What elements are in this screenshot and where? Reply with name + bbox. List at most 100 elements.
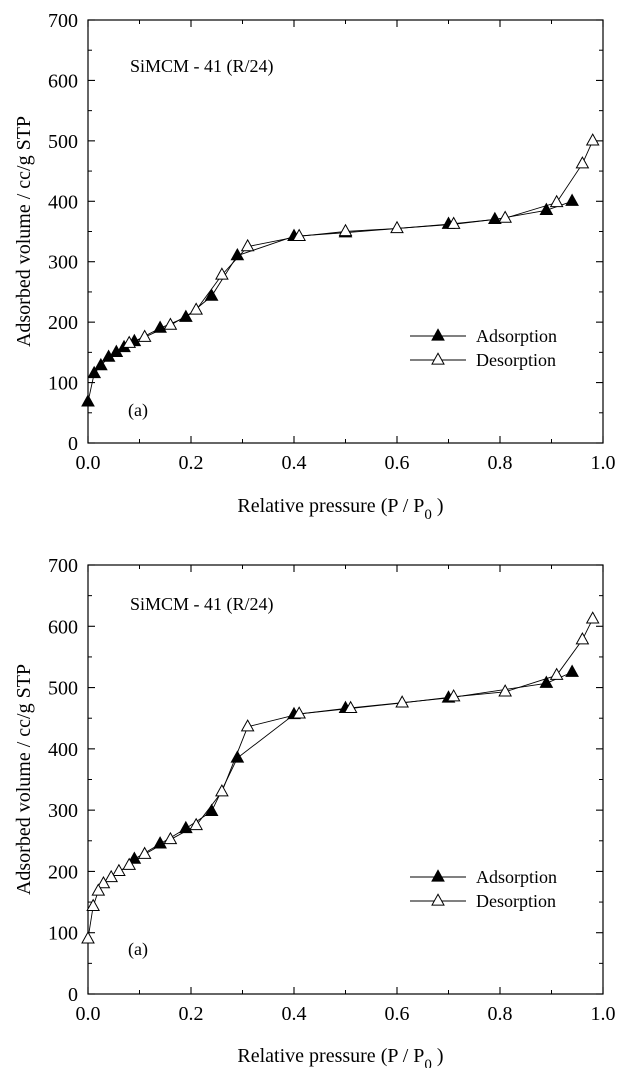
series-adsorption: Adsorption: [127, 664, 579, 887]
desorption-point: [446, 216, 461, 229]
legend-label-adsorption: Adsorption: [476, 326, 557, 346]
x-tick-label: 0.2: [179, 452, 204, 474]
adsorption-point: [488, 211, 502, 225]
desorption-point: [549, 667, 564, 680]
x-tick-label: 0.6: [385, 452, 410, 474]
adsorption-line: [87, 200, 573, 403]
x-axis-label: Relative pressure (P / P0 ): [237, 1045, 443, 1068]
adsorption-point: [204, 288, 219, 301]
legend-marker-adsorption: [431, 328, 445, 341]
y-tick-label: 500: [48, 678, 78, 700]
desorption-point: [498, 684, 512, 697]
x-axis-label-main: Relative pressure (P / P: [237, 495, 424, 517]
desorption-point: [86, 898, 100, 911]
sample-annotation: SiMCM - 41 (R/24): [130, 594, 274, 615]
chart-panel-2: 0.0 0.2 0.4 0.6 0.8 1.0 0 100 200 300 400 500 600 700…: [13, 555, 616, 1068]
x-tick-label: 0.6: [385, 1003, 410, 1025]
desorption-point: [163, 317, 178, 330]
y-tick-label: 300: [48, 252, 78, 274]
x-axis-label-end: ): [432, 495, 444, 517]
desorption-point: [390, 220, 404, 234]
chart-panel-1: 0.0 0.2 0.4 0.6 0.8 1.0 0 100 200 300 400 500 600 700…: [13, 10, 616, 523]
adsorption-point: [153, 320, 167, 333]
y-tick-label: 200: [48, 312, 78, 334]
desorption-point: [585, 133, 600, 146]
desorption-point: [215, 267, 229, 280]
desorption-point: [215, 784, 229, 797]
desorption-point: [292, 228, 306, 241]
y-axis-label: Adsorbed volume / cc/g STP: [13, 664, 35, 895]
desorption-point: [549, 194, 564, 208]
desorption-point: [446, 689, 461, 702]
desorption-point: [189, 817, 203, 831]
adsorption-point: [204, 803, 219, 816]
adsorption-point: [153, 836, 167, 849]
adsorption-point: [127, 851, 142, 864]
desorption-point: [189, 302, 203, 315]
legend-marker-desorption: [431, 893, 445, 906]
adsorption-point: [87, 365, 102, 379]
x-tick-label: 0.4: [282, 452, 307, 474]
y-tick-label: 200: [48, 861, 78, 883]
adsorption-point: [539, 202, 554, 215]
adsorption-point: [539, 675, 554, 688]
plot-frame: [87, 564, 604, 995]
x-tick-label: 0.0: [76, 452, 101, 474]
legend-label-desorption: Desorption: [476, 891, 556, 911]
x-axis-label: Relative pressure (P / P0 ): [237, 495, 443, 523]
desorption-point: [343, 700, 358, 714]
panel-label: (a): [128, 400, 148, 421]
series-adsorption: Adsorption: [81, 193, 579, 407]
x-tick-label: 0.8: [488, 452, 513, 474]
adsorption-point: [81, 394, 95, 407]
desorption-point: [137, 846, 152, 859]
adsorption-point: [565, 193, 579, 206]
y-tick-label: 500: [48, 131, 78, 153]
desorption-point: [240, 719, 255, 732]
y-tick-label: 100: [48, 373, 78, 395]
y-tick-label: 600: [48, 70, 78, 92]
y-tick-label: 700: [48, 555, 78, 577]
desorption-point: [81, 931, 95, 944]
x-axis-label-end: ): [432, 1045, 444, 1067]
desorption-point: [585, 611, 600, 624]
desorption-point: [575, 632, 590, 645]
desorption-point: [575, 156, 590, 169]
legend-marker-desorption: [431, 352, 445, 365]
x-tick-label: 0.2: [179, 1003, 204, 1025]
legend-label-desorption: Desorption: [476, 350, 556, 370]
series-desorption: Desorption: [122, 133, 600, 370]
x-axis-label-main: Relative pressure (P / P: [237, 1045, 424, 1067]
y-tick-label: 300: [48, 800, 78, 822]
series-desorption: Desorption: [81, 611, 600, 944]
desorption-point: [104, 869, 119, 883]
adsorption-point: [94, 357, 108, 371]
legend-marker-adsorption: [431, 869, 445, 882]
x-tick-label: 0.4: [282, 1003, 307, 1025]
x-tick-label: 1.0: [591, 452, 616, 474]
desorption-point: [137, 329, 152, 342]
x-axis-label-subscript: 0: [424, 507, 432, 523]
desorption-point: [122, 857, 137, 870]
desorption-point: [163, 831, 178, 845]
desorption-point: [240, 238, 255, 252]
legend-label-adsorption: Adsorption: [476, 867, 557, 887]
y-tick-label: 400: [48, 191, 78, 213]
desorption-point: [91, 883, 106, 896]
desorption-point: [338, 223, 353, 237]
adsorption-line: [134, 671, 573, 860]
desorption-point: [292, 706, 306, 719]
desorption-point: [395, 695, 409, 708]
y-tick-label: 100: [48, 923, 78, 945]
desorption-point: [96, 875, 111, 889]
y-tick-label: 600: [48, 616, 78, 638]
y-tick-label: 0: [68, 433, 78, 455]
desorption-line: [129, 140, 594, 344]
desorption-point: [122, 335, 137, 348]
x-tick-label: 0.0: [76, 1003, 101, 1025]
x-tick-label: 0.8: [488, 1003, 513, 1025]
sample-annotation: SiMCM - 41 (R/24): [130, 56, 274, 77]
y-tick-label: 400: [48, 739, 78, 761]
desorption-point: [112, 863, 126, 877]
